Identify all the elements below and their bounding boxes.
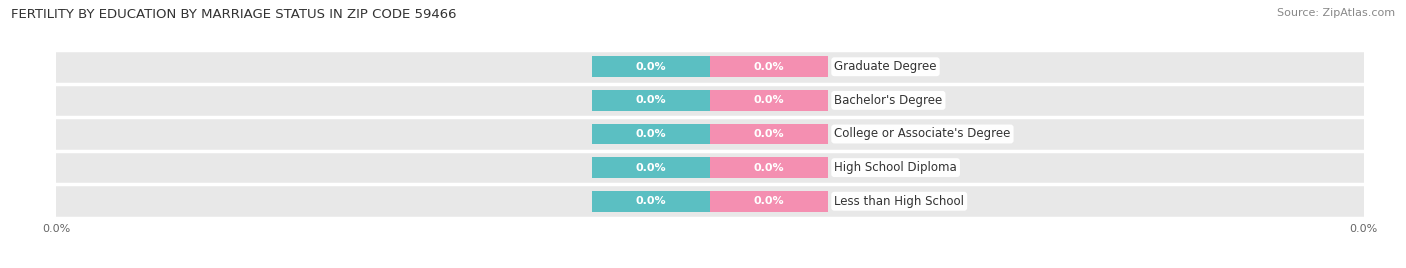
Bar bbox=[592, 56, 710, 77]
Bar bbox=[56, 151, 1364, 184]
Text: Source: ZipAtlas.com: Source: ZipAtlas.com bbox=[1277, 8, 1395, 18]
Text: Less than High School: Less than High School bbox=[834, 195, 965, 208]
Bar bbox=[56, 50, 1364, 84]
Bar bbox=[592, 157, 710, 178]
Bar bbox=[710, 56, 828, 77]
Bar bbox=[710, 191, 828, 212]
Bar bbox=[592, 124, 710, 144]
Text: 0.0%: 0.0% bbox=[636, 163, 666, 173]
Bar bbox=[710, 157, 828, 178]
Text: High School Diploma: High School Diploma bbox=[834, 161, 957, 174]
Text: 0.0%: 0.0% bbox=[636, 62, 666, 72]
Text: 0.0%: 0.0% bbox=[636, 196, 666, 206]
Bar bbox=[710, 124, 828, 144]
Text: FERTILITY BY EDUCATION BY MARRIAGE STATUS IN ZIP CODE 59466: FERTILITY BY EDUCATION BY MARRIAGE STATU… bbox=[11, 8, 457, 21]
Text: Graduate Degree: Graduate Degree bbox=[834, 60, 936, 73]
Text: Bachelor's Degree: Bachelor's Degree bbox=[834, 94, 942, 107]
Text: 0.0%: 0.0% bbox=[754, 163, 785, 173]
Text: 0.0%: 0.0% bbox=[754, 129, 785, 139]
Bar bbox=[592, 90, 710, 111]
Text: 0.0%: 0.0% bbox=[754, 95, 785, 105]
Text: College or Associate's Degree: College or Associate's Degree bbox=[834, 128, 1011, 140]
Text: 0.0%: 0.0% bbox=[636, 95, 666, 105]
Text: 0.0%: 0.0% bbox=[754, 62, 785, 72]
Bar bbox=[592, 191, 710, 212]
Text: 0.0%: 0.0% bbox=[754, 196, 785, 206]
Bar bbox=[710, 90, 828, 111]
Bar bbox=[56, 117, 1364, 151]
Text: 0.0%: 0.0% bbox=[636, 129, 666, 139]
Bar bbox=[56, 184, 1364, 218]
Bar bbox=[56, 84, 1364, 117]
